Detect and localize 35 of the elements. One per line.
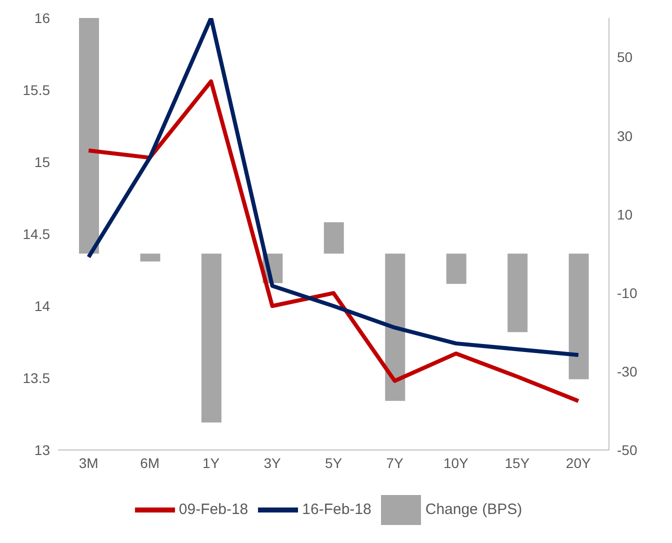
bar — [79, 18, 99, 254]
y-tick-label: 13.5 — [22, 370, 50, 386]
x-tick-label: 5Y — [324, 454, 343, 471]
legend-label: 09-Feb-18 — [178, 500, 248, 518]
bar — [568, 254, 589, 380]
y2-tick-label: 10 — [617, 206, 633, 222]
x-tick-label: 20Y — [566, 454, 592, 471]
y2-tick-label: -30 — [617, 363, 638, 380]
x-tick-label: 7Y — [386, 454, 404, 471]
line-series — [86, 18, 580, 357]
x-tick-label: 1Y — [202, 454, 220, 471]
y-tick-label: 13 — [34, 442, 50, 458]
y2-tick-label: 30 — [617, 128, 633, 144]
y2-tick-label: 50 — [617, 49, 633, 66]
bar — [385, 254, 406, 401]
y-tick-label: 15.5 — [22, 82, 50, 98]
y-tick-label: 14.5 — [22, 226, 50, 242]
bar — [508, 254, 528, 332]
line-series — [86, 79, 580, 404]
x-tick-label: 10Y — [443, 454, 470, 471]
bar — [324, 222, 344, 254]
y-tick-label: 15 — [34, 154, 50, 170]
legend-label: Change (BPS) — [425, 500, 522, 518]
x-tick-label: 3Y — [264, 454, 282, 471]
legend-label: 16-Feb-18 — [302, 500, 372, 518]
bar — [201, 254, 222, 423]
y2-tick-label: -50 — [617, 442, 638, 458]
y-tick-label: 16 — [34, 10, 50, 26]
x-tick-label: 15Y — [504, 454, 530, 471]
x-tick-label: 6M — [140, 454, 160, 471]
y-tick-label: 14 — [34, 298, 50, 314]
bar — [446, 254, 466, 284]
x-tick-label: 3M — [78, 454, 98, 471]
bar — [140, 254, 160, 262]
y2-tick-label: -10 — [617, 284, 638, 301]
